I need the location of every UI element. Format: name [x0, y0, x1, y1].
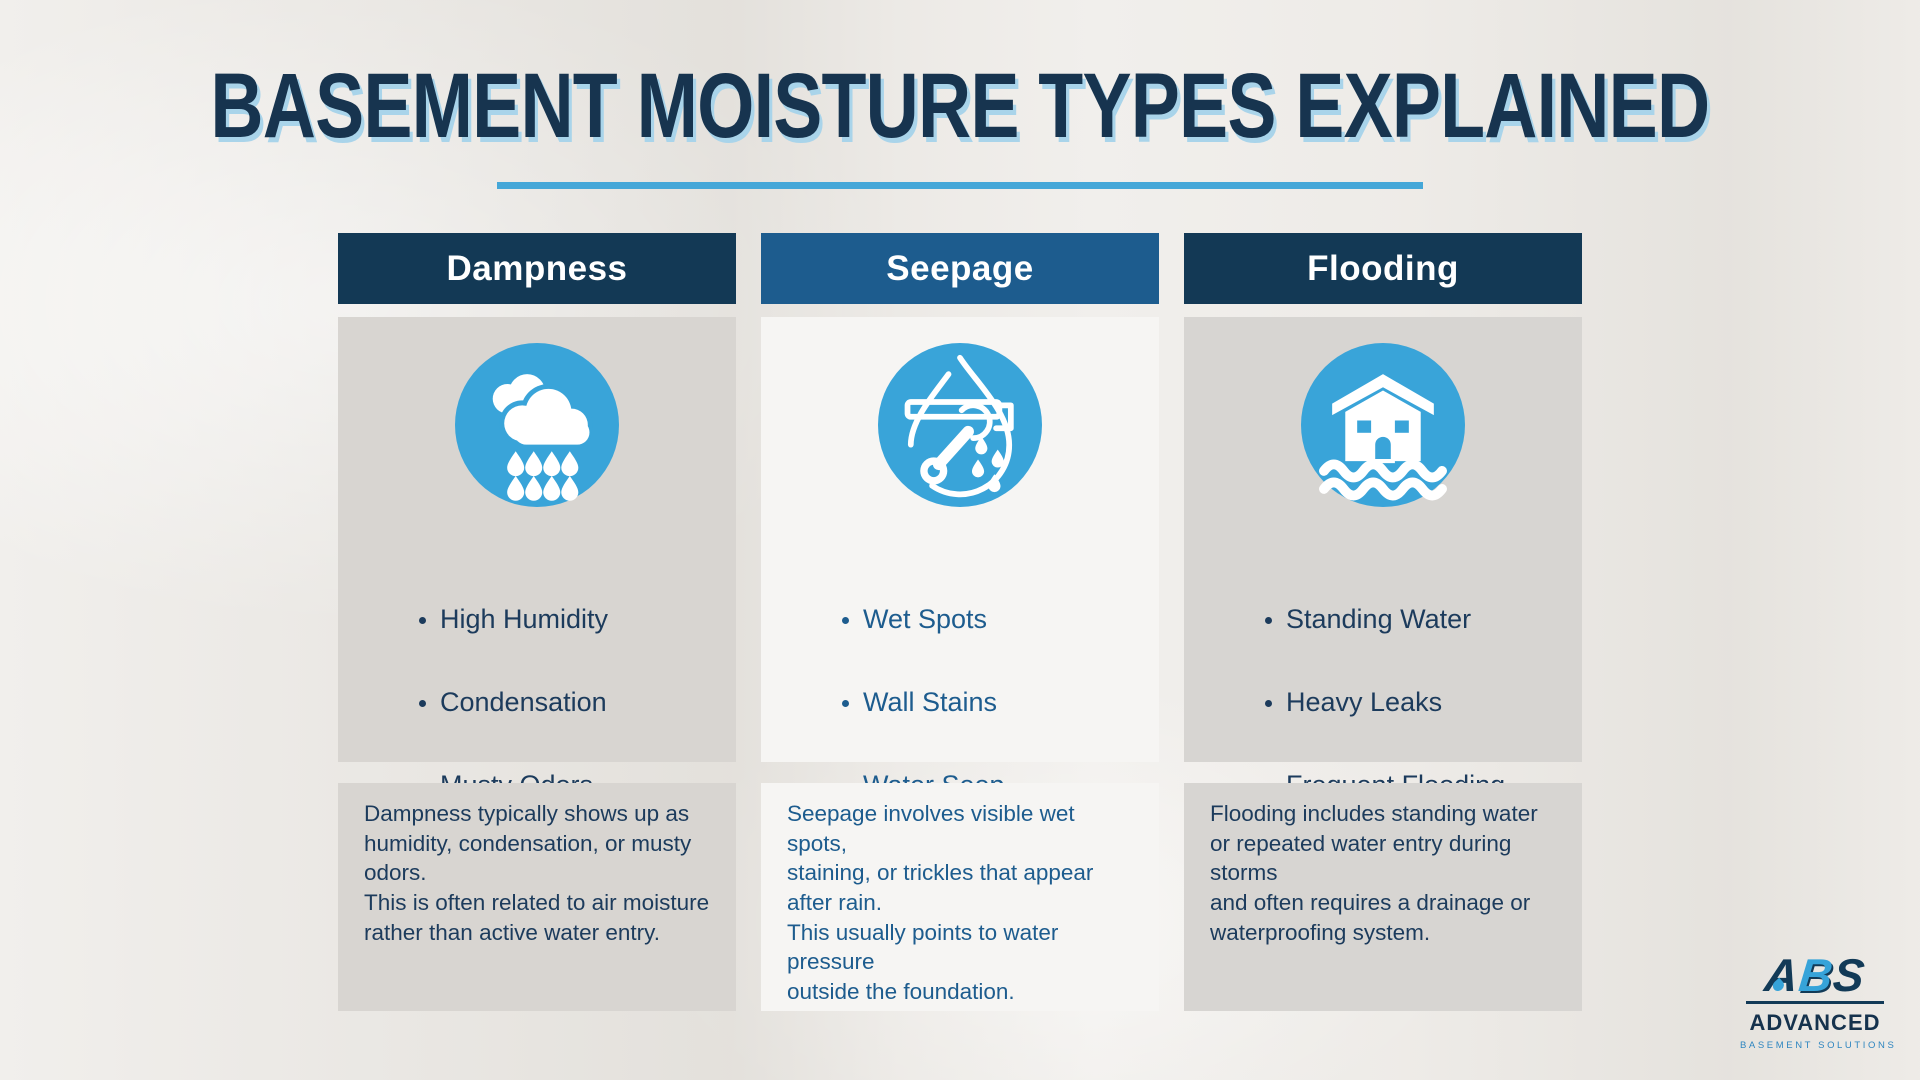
logo-divider — [1746, 1001, 1884, 1004]
flooded-house-icon — [1301, 343, 1465, 507]
bullet-item: Standing Water — [1286, 601, 1572, 637]
title-underline — [497, 182, 1423, 189]
bullet-item: Condensation — [440, 684, 726, 720]
logo-tagline: BASEMENT SOLUTIONS — [1740, 1040, 1897, 1051]
column-header-flooding: Flooding — [1184, 233, 1582, 304]
description-seepage: Seepage involves visible wet spots, stai… — [761, 783, 1159, 1011]
bullet-item: High Humidity — [440, 601, 726, 637]
page-title: BASEMENT MOISTURE TYPES EXPLAINED — [0, 60, 1920, 152]
column-card-flooding: Standing Water Heavy Leaks Frequent Floo… — [1184, 317, 1582, 800]
column-seepage: Seepage — [761, 233, 1159, 1011]
bullet-item: Wall Stains — [863, 684, 1149, 720]
bullet-item: Heavy Leaks — [1286, 684, 1572, 720]
column-card-seepage: Wet Spots Wall Stains Water Seep through… — [761, 317, 1159, 837]
description-flooding: Flooding includes standing water or repe… — [1184, 783, 1582, 1011]
description-dampness: Dampness typically shows up as humidity,… — [338, 783, 736, 1011]
column-card-dampness: High Humidity Condensation Musty Odors — [338, 317, 736, 800]
bullet-item: Wet Spots — [863, 601, 1149, 637]
page-title-text: BASEMENT MOISTURE TYPES EXPLAINED — [210, 55, 1711, 157]
logo-letter: S — [1830, 949, 1868, 1001]
column-header-dampness: Dampness — [338, 233, 736, 304]
company-logo: ABS ADVANCED BASEMENT SOLUTIONS — [1738, 949, 1897, 1051]
rain-cloud-icon — [455, 343, 619, 507]
logo-abs-monogram: ABS — [1738, 949, 1893, 1001]
columns-container: Dampness — [338, 233, 1582, 1011]
water-leak-pipe-icon — [878, 343, 1042, 507]
logo-letter: A — [1762, 949, 1802, 1001]
column-flooding: Flooding — [1184, 233, 1582, 1011]
logo-company-name: ADVANCED — [1749, 1010, 1881, 1035]
column-header-seepage: Seepage — [761, 233, 1159, 304]
column-dampness: Dampness — [338, 233, 736, 1011]
